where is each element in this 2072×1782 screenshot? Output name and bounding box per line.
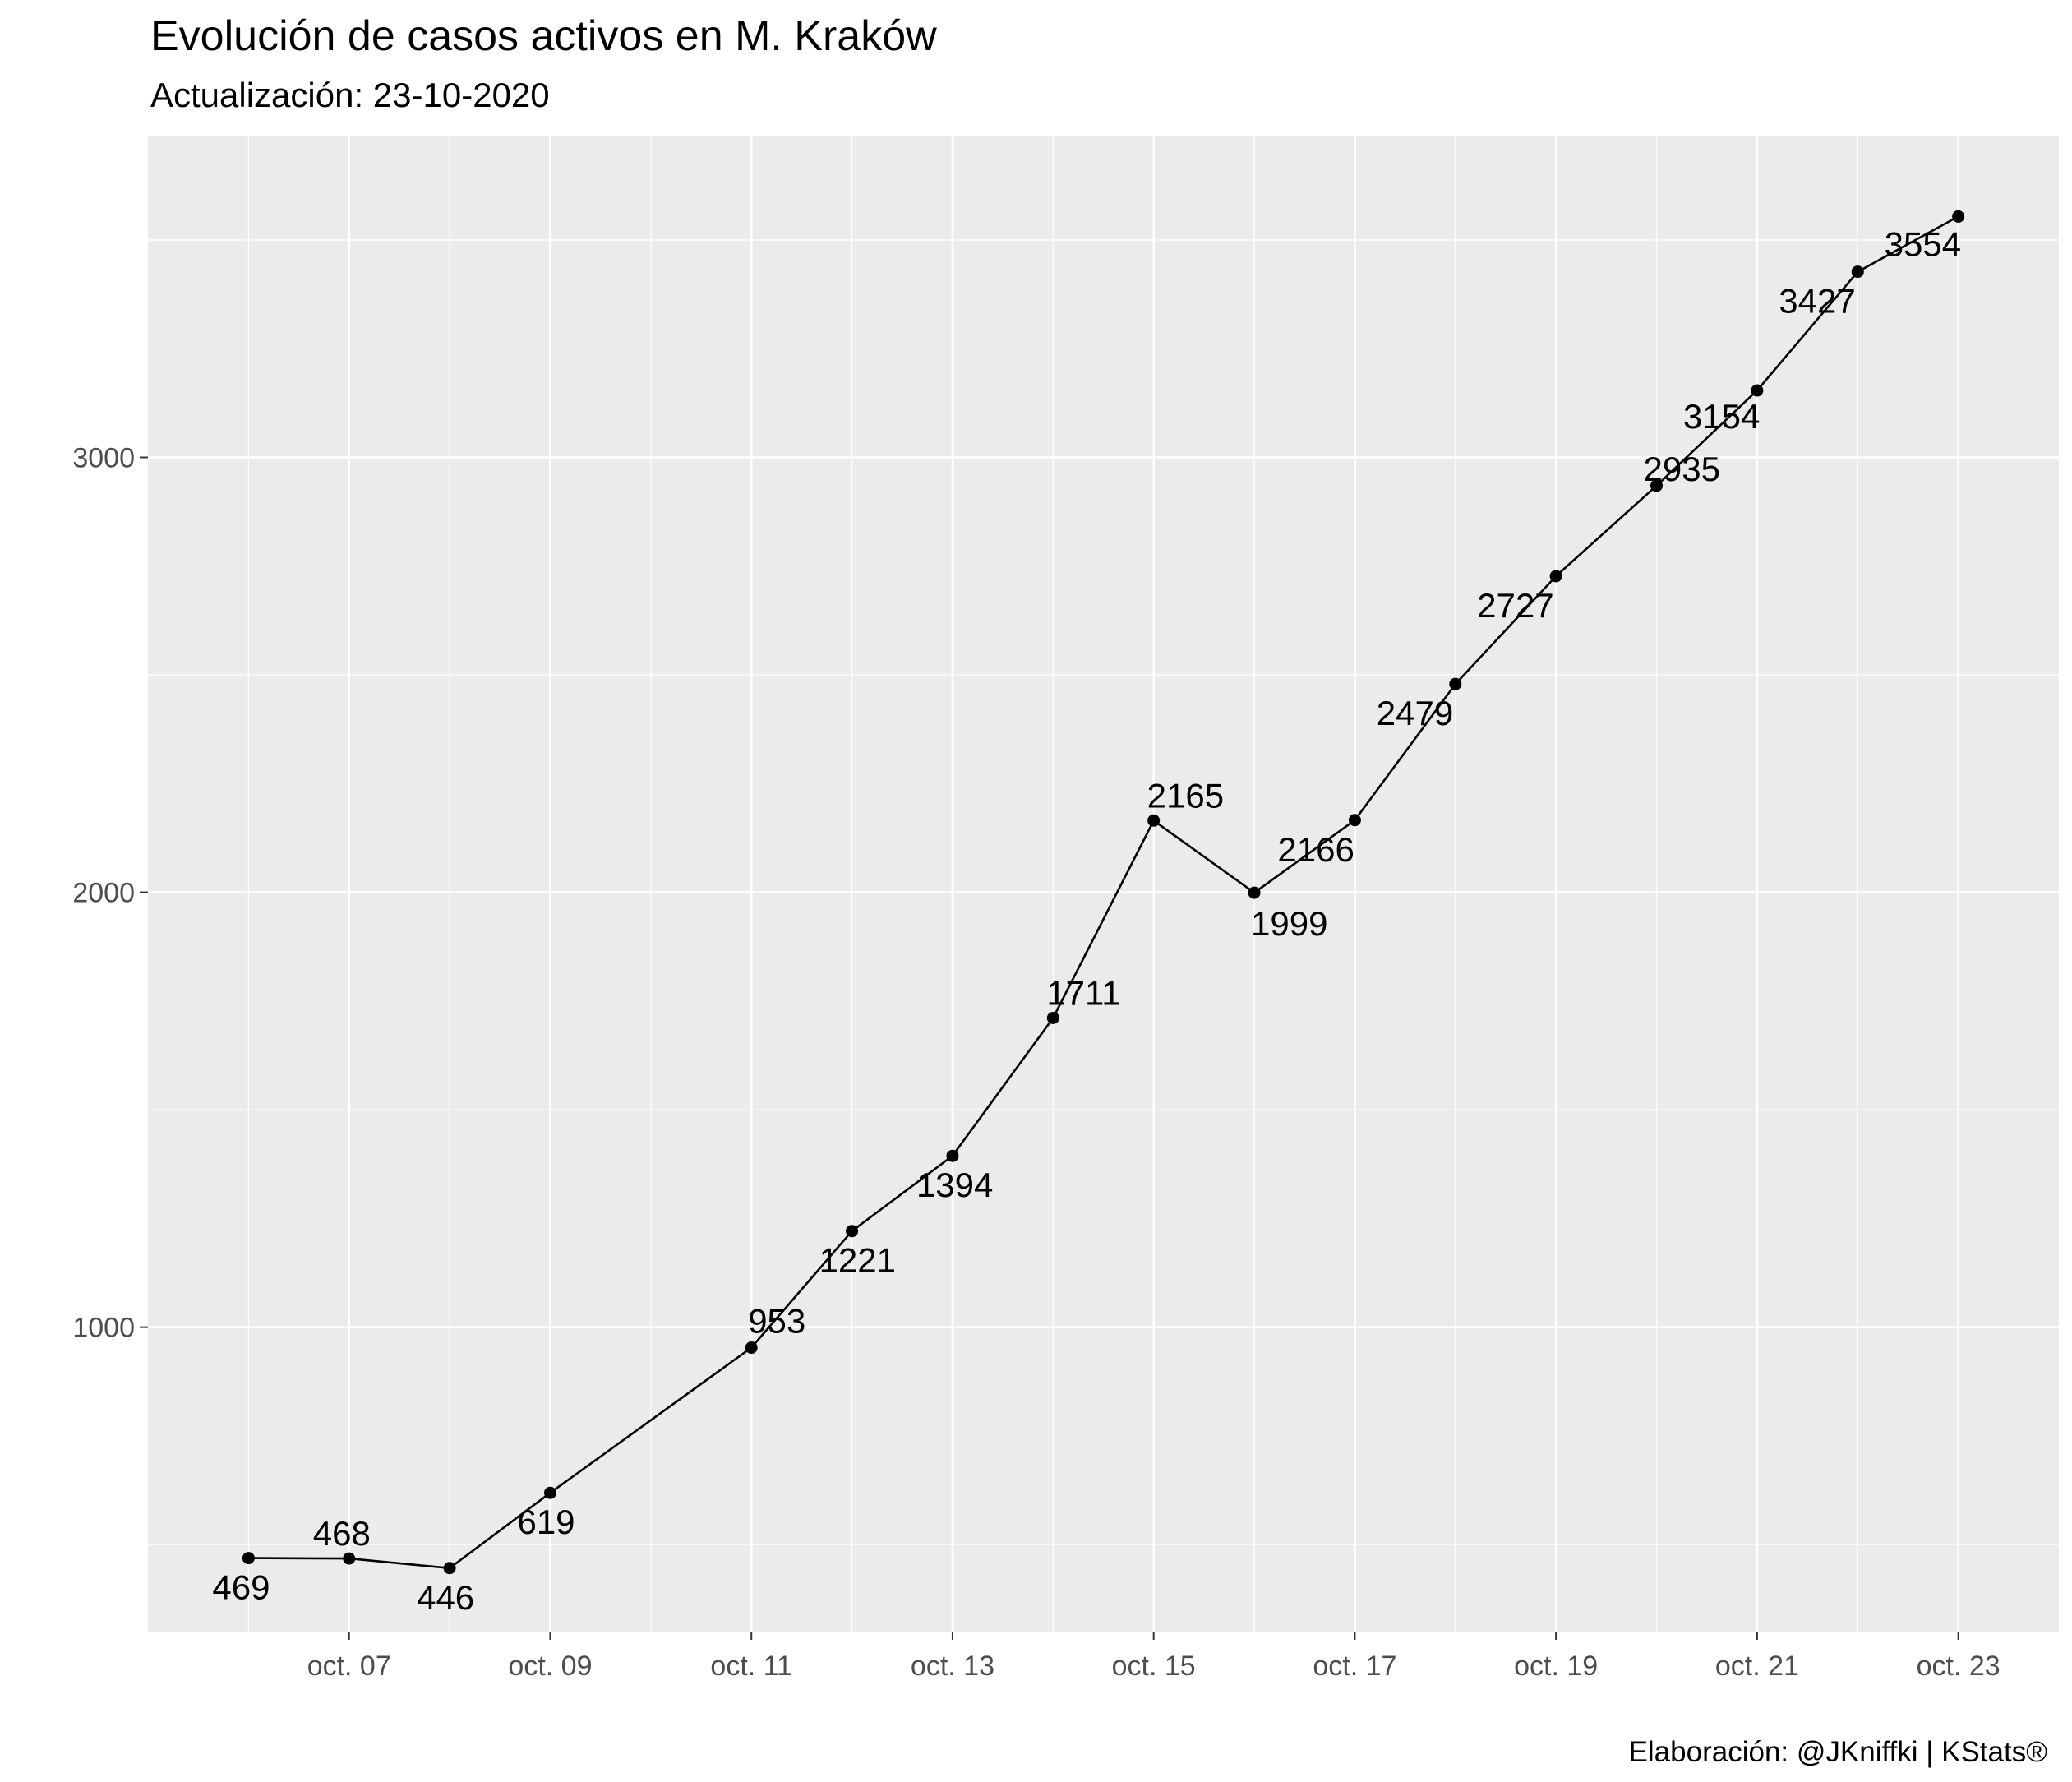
data-label: 2166: [1277, 830, 1354, 869]
data-label: 446: [417, 1578, 474, 1617]
data-label: 2727: [1477, 586, 1553, 625]
data-label: 2479: [1377, 694, 1453, 732]
data-label: 2935: [1644, 450, 1720, 488]
y-tick-label: 2000: [72, 878, 135, 909]
data-label: 3154: [1683, 397, 1760, 436]
data-point: [745, 1341, 758, 1355]
data-label: 3554: [1885, 224, 1961, 263]
chart-title: Evolución de casos activos en M. Kraków: [150, 12, 937, 60]
data-point: [543, 1486, 556, 1499]
data-label: 468: [313, 1514, 371, 1553]
y-tick-label: 3000: [72, 443, 135, 474]
x-tick-label: oct. 11: [710, 1650, 792, 1682]
data-point: [1348, 814, 1361, 827]
data-point: [846, 1225, 859, 1238]
data-point: [343, 1552, 356, 1565]
data-point: [1248, 886, 1261, 899]
data-label: 3427: [1779, 282, 1855, 321]
data-point: [242, 1552, 255, 1565]
plot-panel: [148, 136, 2059, 1632]
data-point: [1952, 210, 1965, 223]
data-label: 619: [517, 1503, 575, 1541]
data-point: [443, 1562, 456, 1575]
x-tick-label: oct. 17: [1313, 1650, 1396, 1682]
data-point: [1751, 384, 1764, 397]
data-point: [1650, 479, 1664, 492]
x-tick-label: oct. 21: [1715, 1650, 1799, 1682]
data-point: [1449, 677, 1462, 690]
y-tick-label: 1000: [72, 1313, 135, 1344]
data-point: [1046, 1011, 1059, 1024]
data-point: [1851, 265, 1864, 279]
chart-caption: Elaboración: @JKniffki | KStats®: [1628, 1736, 2047, 1768]
data-label: 1999: [1251, 904, 1327, 943]
data-point: [1147, 814, 1161, 827]
x-tick-label: oct. 15: [1112, 1650, 1196, 1682]
data-label: 1394: [916, 1166, 993, 1204]
data-label: 2165: [1147, 776, 1224, 815]
data-label: 953: [748, 1302, 805, 1341]
x-tick-label: oct. 07: [307, 1650, 391, 1682]
data-point: [946, 1149, 959, 1162]
x-tick-label: oct. 23: [1917, 1650, 2000, 1682]
data-point: [1549, 570, 1562, 583]
chart-subtitle: Actualización: 23-10-2020: [150, 76, 550, 114]
x-tick-label: oct. 09: [508, 1650, 592, 1682]
data-label: 469: [212, 1568, 270, 1607]
x-tick-label: oct. 19: [1514, 1650, 1598, 1682]
x-tick-label: oct. 13: [911, 1650, 994, 1682]
data-label: 1711: [1046, 973, 1120, 1012]
data-label: 1221: [819, 1241, 896, 1280]
